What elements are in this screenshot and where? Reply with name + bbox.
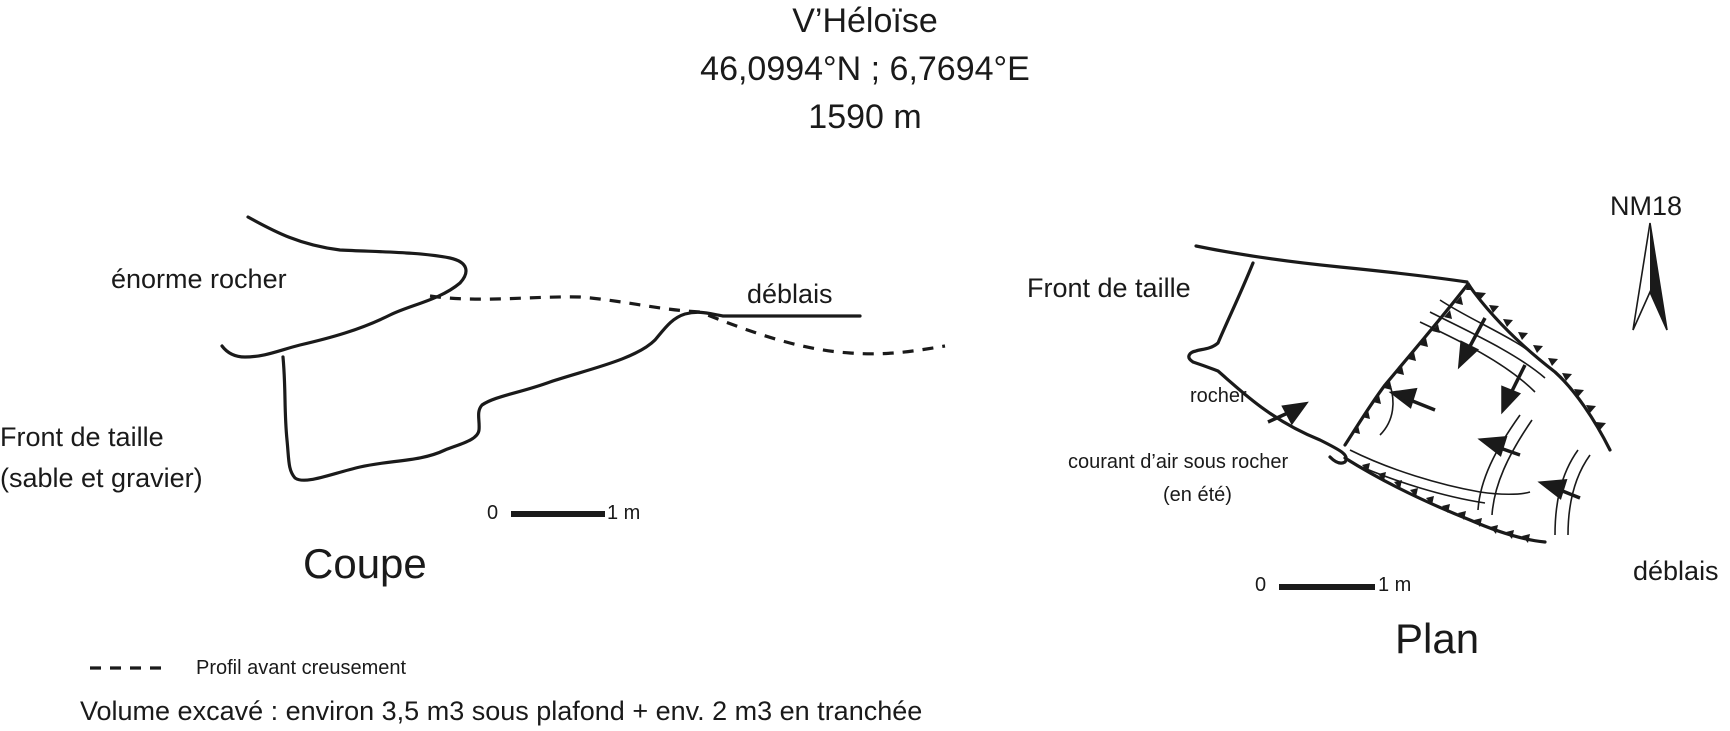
plan-passage-line-3 [1419, 321, 1536, 393]
coupe-label-face-1: Front de taille [0, 422, 164, 452]
plan-hatch-teeth [1352, 282, 1606, 543]
site-name: V’Héloïse [792, 2, 938, 40]
plan-view [1187, 222, 1668, 590]
plan-passage-line-8 [1491, 419, 1533, 516]
plan-passage-line-2 [1429, 311, 1546, 379]
plan-label-rock: rocher [1190, 385, 1247, 407]
coupe-scale-bar [511, 511, 605, 517]
plan-label-spoil: déblais [1633, 556, 1719, 586]
coupe-label-rock: énorme rocher [111, 264, 287, 294]
coupe-label-face-2: (sable et gravier) [0, 463, 203, 493]
plan-gallery-bottom [1343, 456, 1547, 544]
coupe-label-spoil: déblais [747, 279, 833, 309]
plan-rock-outline [1187, 261, 1348, 465]
plan-passage-line-6 [1349, 461, 1486, 504]
site-altitude: 1590 m [808, 98, 922, 136]
plan-gallery-left [1343, 282, 1470, 447]
plan-passage-line-1 [1439, 299, 1541, 361]
plan-label-draft-1: courant d’air sous rocher [1068, 451, 1289, 473]
footer-volume-note: Volume excavé : environ 3,5 m3 sous plaf… [80, 696, 923, 726]
site-coordinates: 46,0994°N ; 6,7694°E [700, 50, 1030, 88]
plan-passage-line-7 [1477, 414, 1521, 511]
plan-title: Plan [1395, 615, 1480, 662]
coupe-scale-zero: 0 [487, 502, 499, 524]
legend-dashed-label: Profil avant creusement [196, 657, 407, 679]
coupe-title: Coupe [303, 540, 427, 587]
plan-scale-one: 1 m [1378, 574, 1412, 596]
coupe-section [220, 215, 946, 517]
north-arrow [1632, 222, 1668, 331]
plan-gallery-top [1466, 282, 1612, 452]
plan-label-face: Front de taille [1027, 273, 1191, 303]
plan-draft-arrows [1267, 317, 1581, 500]
plan-face-line [1194, 244, 1469, 284]
plan-label-draft-2: (en été) [1163, 484, 1232, 506]
coupe-profile-before [429, 294, 946, 356]
plan-passage-line-4 [1379, 384, 1394, 436]
coupe-cave-outline [281, 310, 862, 482]
plan-passage-line-5 [1349, 449, 1531, 496]
plan-scale-zero: 0 [1255, 574, 1267, 596]
coupe-scale-one: 1 m [607, 502, 641, 524]
plan-north-label: NM18 [1610, 191, 1683, 221]
plan-scale-bar [1279, 584, 1375, 590]
